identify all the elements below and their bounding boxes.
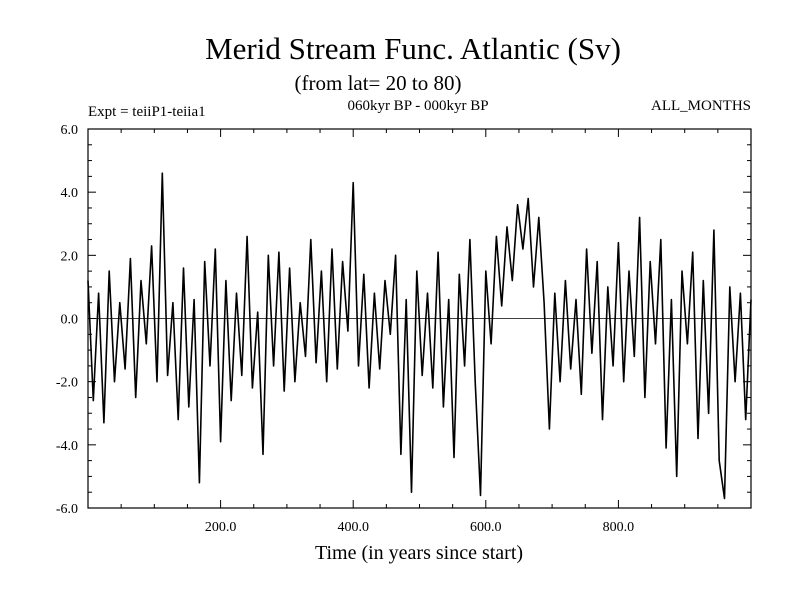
period-label: 060kyr BP - 000kyr BP — [347, 98, 488, 114]
chart-subtitle: (from lat= 20 to 80) — [295, 71, 462, 95]
x-tick-label: 200.0 — [205, 520, 237, 535]
series-line-0 — [87, 172, 752, 500]
y-tick-label: -2.0 — [56, 376, 78, 391]
x-axis-label: Time (in years since start) — [315, 542, 523, 564]
plot-area: -6.0 -4.0 -2.0 0.0 2.0 4.0 6.0 200.0 400.0 600.0 8… — [56, 123, 752, 535]
y-tick-label: -4.0 — [56, 439, 78, 454]
chart-title: Merid Stream Func. Atlantic (Sv) — [205, 31, 621, 66]
y-tick-label: 6.0 — [61, 123, 79, 138]
y-tick-label: -6.0 — [56, 502, 78, 517]
y-tick-label: 2.0 — [61, 249, 79, 264]
x-tick-label: 800.0 — [603, 520, 635, 535]
months-label: ALL_MONTHS — [651, 98, 751, 114]
y-tick-label: 0.0 — [61, 313, 79, 328]
experiment-label: Expt = teiiP1-teiia1 — [88, 104, 206, 120]
y-tick-label: 4.0 — [61, 186, 79, 201]
x-tick-label: 600.0 — [470, 520, 502, 535]
x-tick-label: 400.0 — [337, 520, 369, 535]
